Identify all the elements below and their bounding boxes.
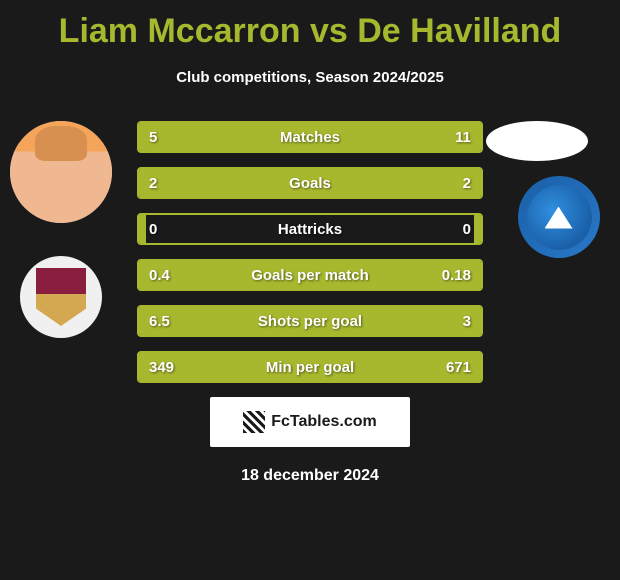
comparison-title: Liam Mccarron vs De Havilland (0, 0, 620, 51)
stat-label: Goals (289, 175, 331, 192)
shield-icon (36, 268, 86, 326)
stat-bar-right (474, 215, 481, 243)
stat-value-right: 0 (463, 221, 471, 238)
stat-row-goals: 2 Goals 2 (137, 167, 483, 199)
footer-logo-text: FcTables.com (271, 413, 377, 431)
stat-label: Goals per match (251, 267, 369, 284)
stat-bar-left (139, 169, 310, 197)
player-face-icon (10, 121, 112, 223)
club-badge-left (20, 256, 102, 338)
stat-value-left: 5 (149, 129, 157, 146)
player-right-avatar (486, 121, 588, 161)
stat-value-right: 0.18 (442, 267, 471, 284)
stat-label: Shots per goal (258, 313, 362, 330)
player-left-avatar (10, 121, 112, 223)
club-badge-right (518, 176, 600, 258)
stat-bar-left (139, 215, 146, 243)
club-logo-icon (527, 185, 592, 250)
stat-label: Min per goal (266, 359, 354, 376)
subtitle: Club competitions, Season 2024/2025 (0, 69, 620, 86)
stat-row-matches: 5 Matches 11 (137, 121, 483, 153)
footer-date: 18 december 2024 (0, 467, 620, 485)
stats-container: 5 Matches 11 2 Goals 2 0 Hattricks 0 0.4… (137, 121, 483, 383)
stat-value-right: 2 (463, 175, 471, 192)
stat-value-left: 349 (149, 359, 174, 376)
stat-row-hattricks: 0 Hattricks 0 (137, 213, 483, 245)
stat-value-left: 6.5 (149, 313, 170, 330)
stat-label: Matches (280, 129, 340, 146)
stat-value-right: 11 (455, 129, 471, 146)
footer-logo: FcTables.com (210, 397, 410, 447)
stat-value-left: 2 (149, 175, 157, 192)
stat-value-left: 0 (149, 221, 157, 238)
stat-value-right: 3 (463, 313, 471, 330)
stat-row-min-per-goal: 349 Min per goal 671 (137, 351, 483, 383)
stat-value-left: 0.4 (149, 267, 170, 284)
stat-label: Hattricks (278, 221, 342, 238)
stat-row-shots-per-goal: 6.5 Shots per goal 3 (137, 305, 483, 337)
stat-bar-right (310, 169, 481, 197)
stat-value-right: 671 (446, 359, 471, 376)
content-area: 5 Matches 11 2 Goals 2 0 Hattricks 0 0.4… (0, 121, 620, 485)
stat-row-goals-per-match: 0.4 Goals per match 0.18 (137, 259, 483, 291)
